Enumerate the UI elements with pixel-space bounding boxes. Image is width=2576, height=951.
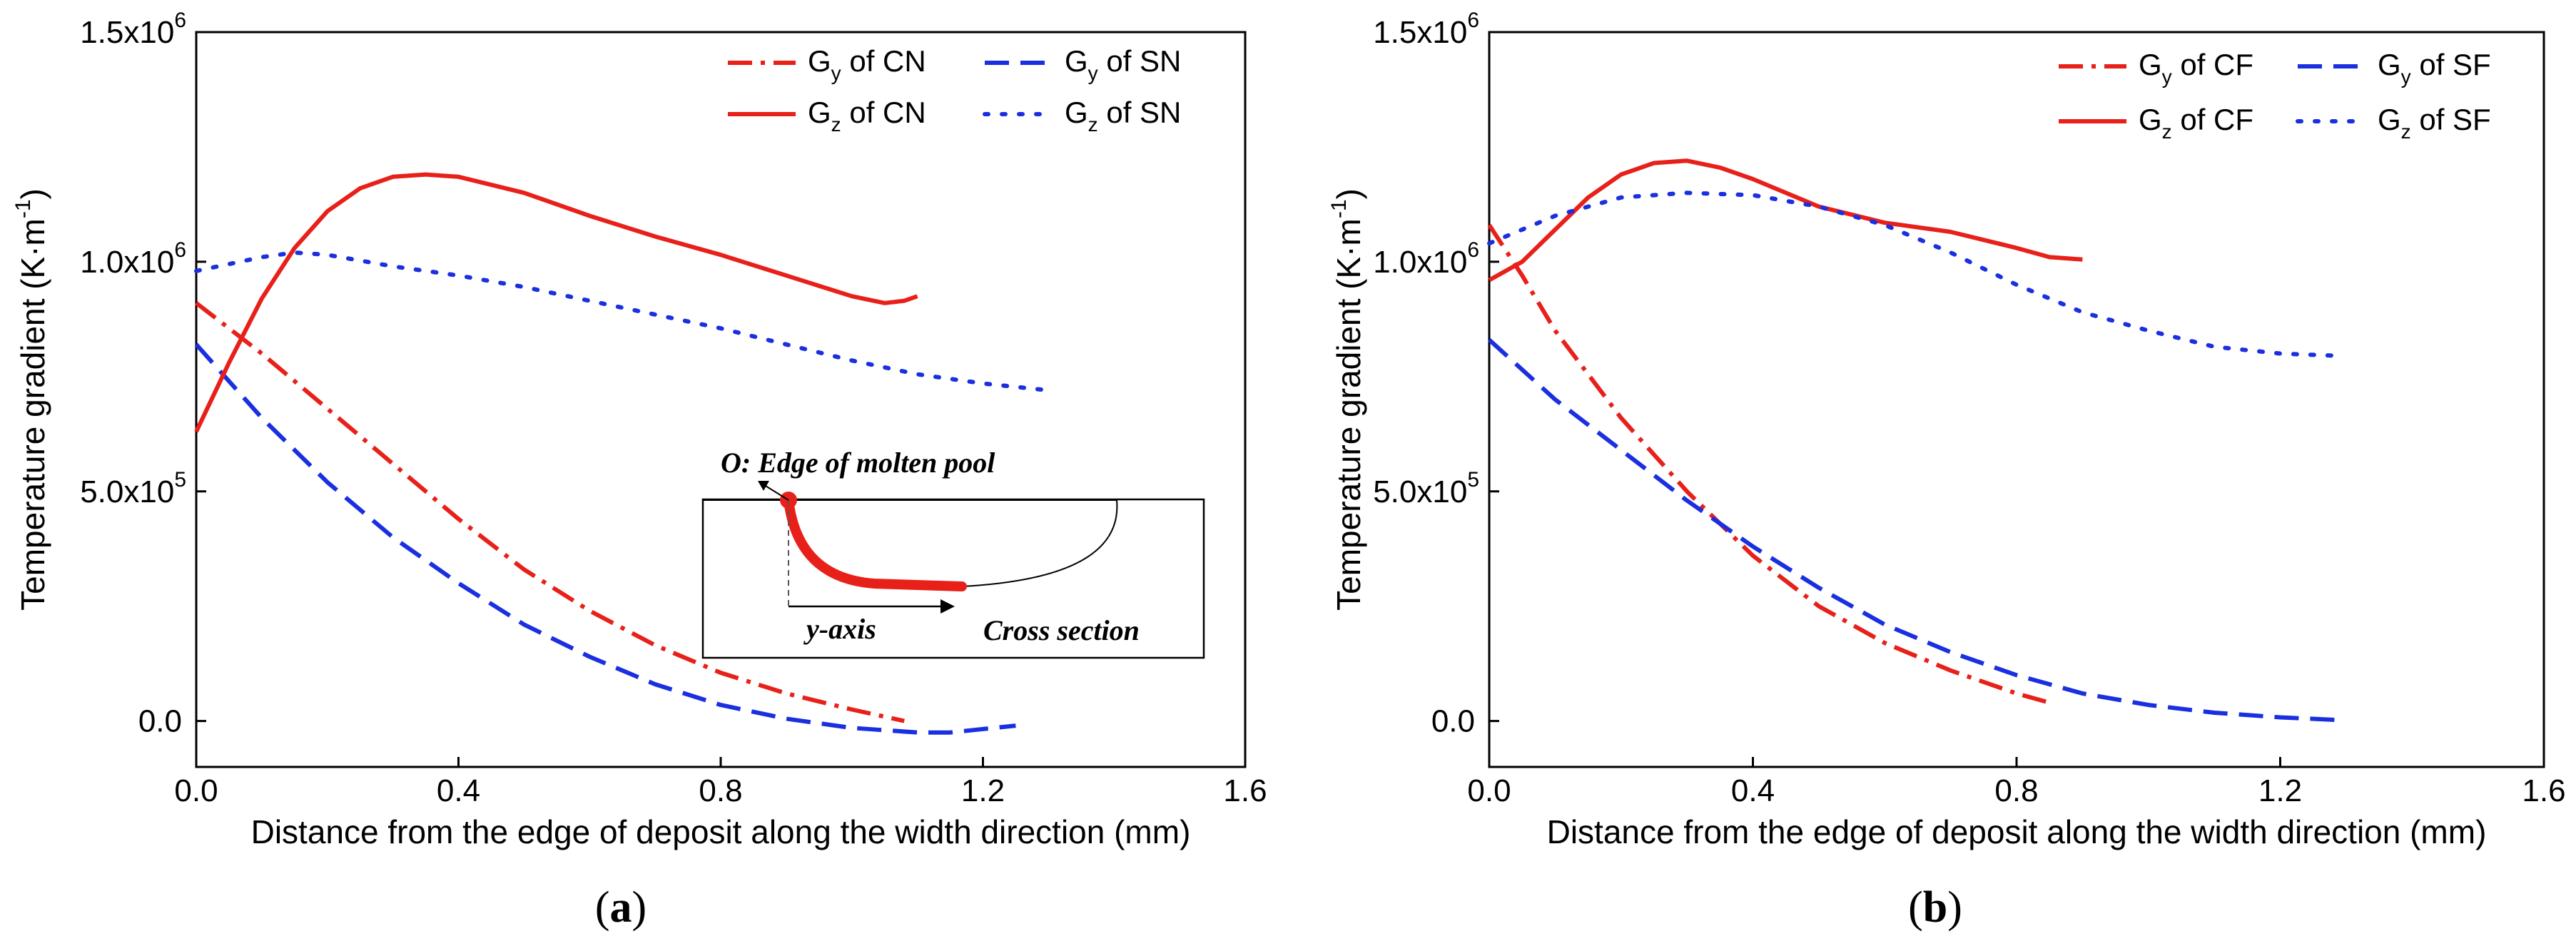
legend-label-gy-of-sn-a: Gy of SN (1065, 44, 1181, 84)
x-axis-label-a: Distance from the edge of deposit along … (251, 813, 1191, 850)
legend-a: Gy of CN Gy of SN Gz of CN Gz of SN (728, 44, 1181, 136)
legend-label-gz-of-cn-a: Gz of CN (808, 96, 926, 136)
y-tick-label-b: 1.5x106 (1373, 9, 1479, 50)
inset-origin-label: O: Edge of molten pool (721, 447, 995, 479)
inset-axis-label: y-axis (803, 613, 876, 645)
legend-label-gy-of-cn-a: Gy of CN (808, 44, 926, 84)
x-tick-label-a: 1.2 (961, 773, 1005, 808)
legend-label-gy-of-cf-b: Gy of CF (2139, 48, 2253, 88)
x-tick-label-a: 1.6 (1223, 773, 1267, 808)
series-line-gz-of-cf-b (1488, 158, 2083, 283)
inset-molten-pool-boundary (703, 499, 1118, 587)
plot-frame-b (1488, 31, 2545, 768)
panel-b: 0.0 0.4 0.8 1.2 1.60.05.0x1051.0x1061.5x106 … (1327, 9, 2566, 932)
y-tick-label-b: 5.0x105 (1373, 468, 1479, 509)
series-line-gz-of-sf-b (1487, 190, 2342, 358)
y-tick-label-a: 1.5x106 (80, 9, 186, 50)
series-line-gy-of-sn-a (194, 342, 1016, 735)
inset-pointer-line (761, 483, 789, 501)
x-axis-label-b: Distance from the edge of deposit along … (1547, 813, 2487, 850)
inset-pointer-head (758, 481, 769, 491)
y-tick-label-a: 0.0 (138, 704, 182, 739)
series-line-gy-of-cn-a (195, 301, 905, 723)
panel-a: 0.0 0.4 0.8 1.2 1.60.05.0x1051.0x1061.5x106 … (11, 9, 1267, 932)
panel-label-a: (a) (595, 883, 646, 932)
inset-diagram: O: Edge of molten pool y-axis Cross sect… (701, 447, 1205, 659)
legend-b: Gy of CF Gy of SF Gz of CF Gz of SF (2059, 48, 2491, 143)
legend-label-gy-of-sf-b: Gy of SF (2378, 48, 2491, 88)
series-line-gz-of-cn-a (194, 172, 918, 433)
y-tick-label-b: 1.0x106 (1373, 238, 1479, 280)
y-tick-label-b: 0.0 (1431, 704, 1475, 739)
y-axis-label-b: Temperature gradient (K·m-1) (1327, 188, 1367, 611)
legend-label-gz-of-cf-b: Gz of CF (2139, 103, 2253, 143)
x-tick-label-b: 1.6 (2522, 773, 2565, 808)
x-tick-label-a: 0.8 (699, 773, 742, 808)
x-tick-label-b: 0.0 (1467, 773, 1511, 808)
x-tick-label-a: 0.0 (174, 773, 218, 808)
inset-y-axis-path (784, 495, 967, 591)
legend-label-gz-of-sn-a: Gz of SN (1065, 96, 1181, 136)
y-axis-label-a: Temperature gradient (K·m-1) (11, 188, 51, 611)
inset-section-label: Cross section (983, 614, 1140, 646)
y-tick-label-a: 5.0x105 (80, 468, 186, 509)
x-tick-label-a: 0.4 (437, 773, 480, 808)
series-line-gz-of-sn-a (194, 250, 1051, 393)
x-tick-label-b: 0.8 (1994, 773, 2038, 808)
x-tick-label-b: 0.4 (1731, 773, 1775, 808)
series-line-gy-of-cf-b (1487, 223, 2051, 705)
y-tick-label-a: 1.0x106 (80, 238, 186, 280)
legend-label-gz-of-sf-b: Gz of SF (2378, 103, 2491, 143)
panel-label-b: (b) (1908, 883, 1962, 932)
inset-arrow-head (940, 599, 955, 614)
series-line-gy-of-sf-b (1487, 338, 2340, 723)
x-tick-label-b: 1.2 (2258, 773, 2302, 808)
inset-frame (701, 498, 1205, 659)
